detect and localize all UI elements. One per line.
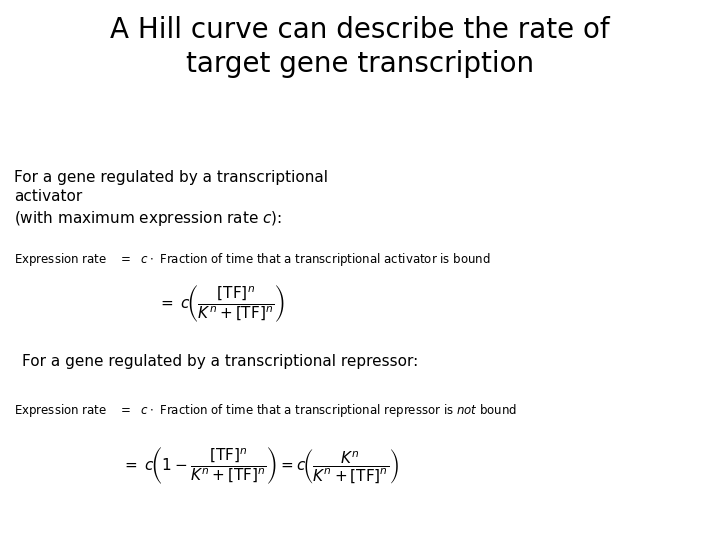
Text: For a gene regulated by a transcriptional
activator
(with maximum expression rat: For a gene regulated by a transcriptiona… (14, 170, 328, 228)
Text: For a gene regulated by a transcriptional repressor:: For a gene regulated by a transcriptiona… (22, 354, 418, 369)
Text: $= \; c\!\left(1 - \dfrac{[\mathrm{TF}]^n}{K^n + [\mathrm{TF}]^n}\right) = c\!\l: $= \; c\!\left(1 - \dfrac{[\mathrm{TF}]^… (122, 446, 399, 487)
Text: $= \; c\!\left(\dfrac{[\mathrm{TF}]^n}{K^n + [\mathrm{TF}]^n}\right)$: $= \; c\!\left(\dfrac{[\mathrm{TF}]^n}{K… (158, 284, 285, 325)
Text: A Hill curve can describe the rate of
target gene transcription: A Hill curve can describe the rate of ta… (110, 16, 610, 78)
Text: Expression rate$\quad$ = $\;\;c\cdot$ Fraction of time that a transcriptional re: Expression rate$\quad$ = $\;\;c\cdot$ Fr… (14, 402, 518, 419)
Text: Expression rate$\quad$ = $\;\;c\cdot$ Fraction of time that a transcriptional ac: Expression rate$\quad$ = $\;\;c\cdot$ Fr… (14, 251, 491, 268)
